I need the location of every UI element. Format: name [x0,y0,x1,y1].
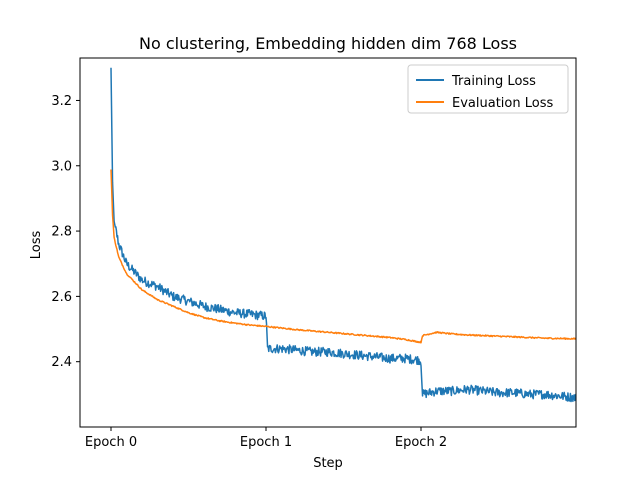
y-tick-label: 3.2 [51,94,72,109]
y-tick-label: 2.4 [51,355,72,370]
legend-label: Training Loss [451,74,536,89]
training-loss-line [110,67,576,403]
plot-frame [79,57,577,428]
chart-title: No clustering, Embedding hidden dim 768 … [139,34,517,53]
legend: Training Loss Evaluation Loss [407,64,569,114]
y-tick-label: 3.0 [51,159,72,174]
x-axis-label: Step [313,456,343,471]
axes: Epoch 0 Epoch 1 Epoch 2 2.4 2.6 2.8 3.0 3.2 [51,57,577,450]
x-tick-label: Epoch 2 [395,435,447,450]
x-tick-label: Epoch 0 [85,435,137,450]
x-tick-label: Epoch 1 [240,435,292,450]
y-tick-label: 2.6 [51,290,72,305]
legend-label: Evaluation Loss [452,96,553,111]
legend-box [407,64,569,114]
y-tick-label: 2.8 [51,225,72,240]
plot-area [110,67,576,403]
y-axis-label: Loss [29,231,44,260]
evaluation-loss-line [110,169,576,344]
